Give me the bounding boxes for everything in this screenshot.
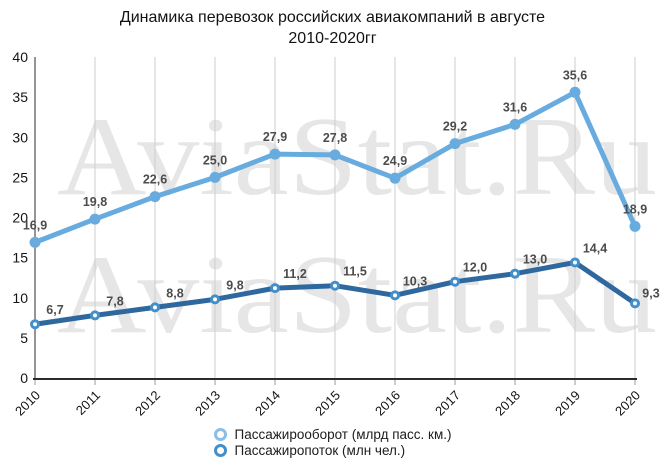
data-label: 9,3 <box>642 286 659 300</box>
data-label: 11,5 <box>343 265 367 279</box>
data-label: 16,9 <box>23 218 47 232</box>
data-label: 22,6 <box>143 173 167 187</box>
x-tick-label: 2010 <box>12 388 43 419</box>
y-tick-label: 35 <box>12 89 28 105</box>
data-label: 10,3 <box>403 274 427 288</box>
data-label: 7,8 <box>106 294 123 308</box>
data-label: 14,4 <box>583 241 607 255</box>
data-point-center <box>33 322 37 327</box>
data-point-center <box>273 286 277 291</box>
legend-item-passenger-turnover: Пассажирооборот (млрд пасс. км.) <box>213 427 452 442</box>
chart-title: Динамика перевозок российских авиакомпан… <box>0 7 665 49</box>
data-point <box>389 172 401 184</box>
data-label: 24,9 <box>383 154 407 168</box>
x-tick-label: 2013 <box>192 388 223 419</box>
data-point <box>209 171 221 183</box>
series-marker-icon <box>213 428 227 441</box>
data-point <box>509 118 521 130</box>
data-label: 19,8 <box>83 195 107 209</box>
chart-title-line1: Динамика перевозок российских авиакомпан… <box>119 9 546 26</box>
data-label: 8,8 <box>166 286 183 300</box>
x-tick-label: 2012 <box>132 388 163 419</box>
y-tick-label: 15 <box>12 250 28 266</box>
y-tick-label: 5 <box>20 330 28 346</box>
data-label: 35,6 <box>563 68 587 82</box>
series-marker-icon <box>213 444 227 457</box>
data-point-center <box>153 305 157 310</box>
data-point <box>329 149 341 161</box>
series-0: 16,9 19,8 22,6 25,0 27,9 27,8 24,9 29,2 31,6 35,6… <box>23 68 647 248</box>
x-axis-labels: 2010 2011 2012 2013 2014 2015 2016 2017 2018 2019… <box>12 388 643 419</box>
data-point <box>629 220 641 232</box>
data-label: 12,0 <box>463 261 487 275</box>
data-label: 25,0 <box>203 153 227 167</box>
chart-title-line2: 2010-2020гг <box>288 30 377 48</box>
data-label: 11,2 <box>283 267 307 281</box>
data-point <box>89 213 101 225</box>
data-label: 27,8 <box>323 131 347 145</box>
data-point <box>449 138 461 150</box>
legend-item-passenger-traffic: Пассажиропоток (млн чел.) <box>213 443 452 458</box>
data-label: 29,2 <box>443 120 467 134</box>
y-tick-label: 40 <box>12 49 28 65</box>
data-label: 13,0 <box>523 253 547 267</box>
data-point <box>149 191 161 203</box>
data-label: 27,9 <box>263 130 287 144</box>
data-point-center <box>213 297 217 302</box>
legend-label: Пассажирооборот (млрд пасс. км.) <box>234 427 452 442</box>
y-tick-label: 25 <box>12 169 28 185</box>
data-point-center <box>453 279 457 284</box>
y-tick-label: 30 <box>12 129 28 145</box>
data-point-center <box>633 301 637 306</box>
y-tick-label: 10 <box>12 290 28 306</box>
y-tick-label: 0 <box>20 370 28 386</box>
watermark-text: AviaStat.Ru <box>57 233 657 357</box>
data-point-center <box>573 260 577 265</box>
data-point-center <box>513 271 517 276</box>
data-point-center <box>333 283 337 288</box>
x-tick-label: 2017 <box>432 388 463 419</box>
data-point-center <box>93 313 97 318</box>
series-1: 6,7 7,8 8,8 9,8 11,2 11,5 10,3 12,0 13,0 14,4 9,3 <box>30 241 660 330</box>
x-tick-label: 2019 <box>552 388 583 419</box>
data-point-center <box>393 293 397 298</box>
chart-legend: Пассажирооборот (млрд пасс. км.) Пассажи… <box>213 427 452 458</box>
legend-label: Пассажиропоток (млн чел.) <box>234 443 406 458</box>
y-tick-label: 20 <box>12 210 28 226</box>
data-point <box>269 148 281 160</box>
data-label: 9,8 <box>226 278 243 292</box>
x-tick-label: 2015 <box>312 388 343 419</box>
y-axis-labels: 0 5 10 15 20 25 30 35 40 <box>12 49 28 386</box>
data-label: 6,7 <box>46 303 63 317</box>
x-tick-label: 2011 <box>73 388 103 418</box>
x-tick-label: 2016 <box>372 388 403 419</box>
x-tick-label: 2014 <box>252 388 283 419</box>
data-point <box>569 86 581 98</box>
data-label: 18,9 <box>623 202 647 216</box>
data-point <box>29 236 41 248</box>
x-tick-label: 2018 <box>492 388 523 419</box>
x-tick-label: 2020 <box>612 388 643 419</box>
data-label: 31,6 <box>503 100 527 114</box>
